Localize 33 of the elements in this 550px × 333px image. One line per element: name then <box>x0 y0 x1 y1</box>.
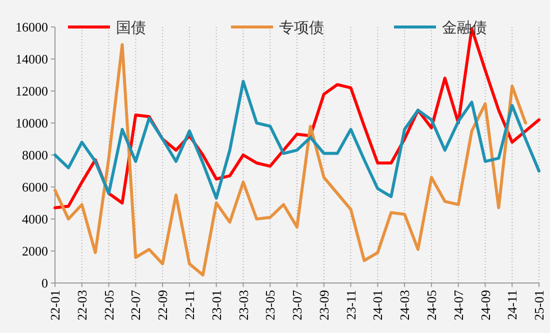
line-series <box>54 43 528 276</box>
y-tick-label: 2000 <box>22 244 48 259</box>
y-tick-label: 12000 <box>16 84 48 99</box>
x-tick-label: 24-09 <box>478 290 493 320</box>
x-tick-label: 24-11 <box>504 290 520 320</box>
legend-label: 专项债 <box>279 18 324 36</box>
x-tick-label: 22-11 <box>182 290 197 320</box>
y-tick-label: 8000 <box>22 148 48 163</box>
x-tick-label: 22-09 <box>155 290 170 320</box>
legend-label: 国债 <box>116 18 146 36</box>
x-tick-label: 23-03 <box>236 290 251 320</box>
x-tick-label: 23-11 <box>343 290 358 320</box>
x-tick-label: 22-03 <box>74 290 90 320</box>
x-tick-label: 22-07 <box>128 290 144 320</box>
y-tick-label: 16000 <box>16 20 48 35</box>
x-tick-label: 22-01 <box>48 290 63 320</box>
x-tick-label: 25-01 <box>532 290 547 320</box>
x-tick-label: 22-05 <box>101 290 116 320</box>
y-tick-label: 10000 <box>16 116 48 131</box>
legend-label: 金融债 <box>442 18 487 36</box>
y-tick-label: 14000 <box>16 52 48 67</box>
y-tick-label: 4000 <box>22 212 48 227</box>
x-tick-label: 23-07 <box>290 290 305 320</box>
x-tick-label: 24-03 <box>397 290 412 320</box>
x-tick-label: 24-05 <box>424 290 439 320</box>
x-tick-label: 23-05 <box>262 290 278 320</box>
y-tick-label: 6000 <box>22 180 48 195</box>
line-series <box>54 80 540 200</box>
x-tick-label: 24-01 <box>370 290 386 320</box>
x-tick-label: 24-07 <box>450 290 466 320</box>
x-tick-label: 23-09 <box>316 290 332 320</box>
y-tick-label: 0 <box>42 276 48 291</box>
x-tick-label: 23-01 <box>208 290 224 320</box>
